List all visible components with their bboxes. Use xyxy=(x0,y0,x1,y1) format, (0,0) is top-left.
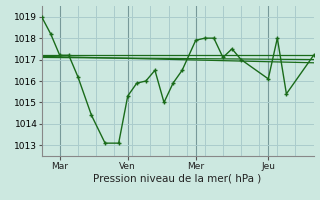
X-axis label: Pression niveau de la mer( hPa ): Pression niveau de la mer( hPa ) xyxy=(93,173,262,183)
